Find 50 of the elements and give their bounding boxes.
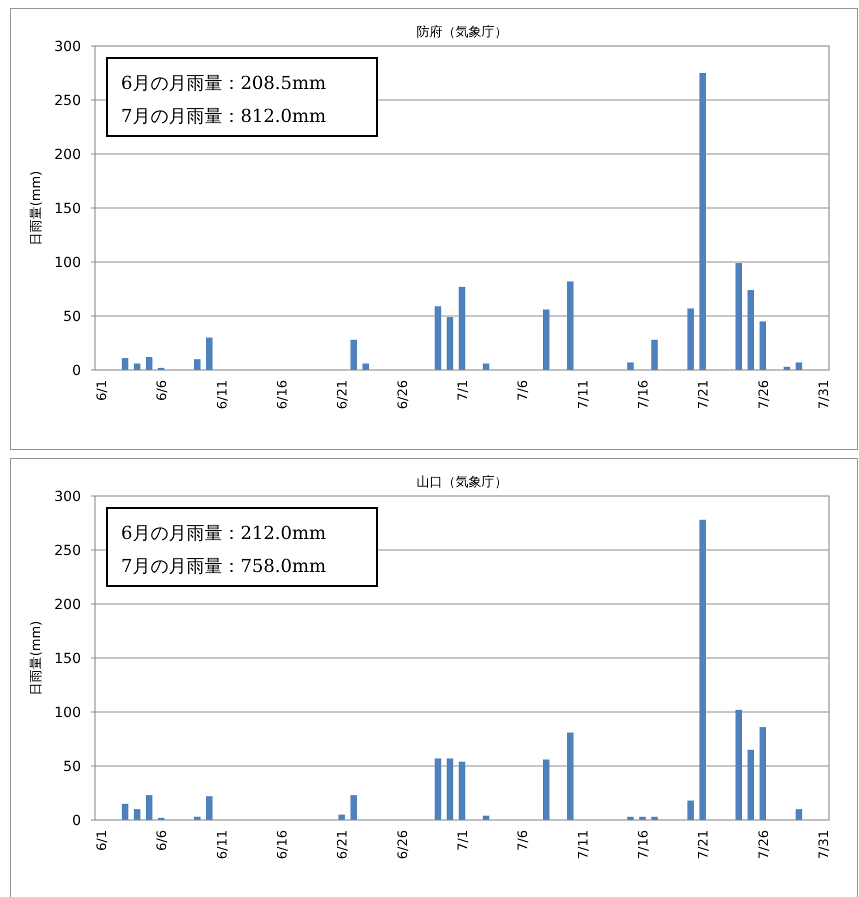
x-tick-label: 7/21 bbox=[696, 380, 712, 410]
x-tick-label: 6/6 bbox=[155, 830, 170, 851]
x-tick-label: 7/21 bbox=[696, 830, 712, 860]
x-tick-label: 6/16 bbox=[276, 380, 291, 410]
x-tick-label: 7/11 bbox=[576, 830, 592, 860]
y-tick-label: 250 bbox=[54, 543, 81, 559]
x-tick-label: 7/26 bbox=[756, 380, 772, 410]
x-tick-label: 6/26 bbox=[396, 380, 411, 410]
y-tick-label: 100 bbox=[54, 705, 81, 721]
annotation: 6月の月雨量：212.0mm bbox=[121, 523, 326, 544]
y-tick-label: 100 bbox=[54, 255, 81, 271]
annotation: 6月の月雨量：208.5mm bbox=[121, 73, 326, 94]
y-tick-label: 50 bbox=[63, 309, 81, 325]
annotation: 7月の月雨量：758.0mm bbox=[121, 556, 326, 577]
x-tick-label: 6/1 bbox=[95, 380, 110, 401]
x-tick-label: 6/26 bbox=[396, 830, 411, 860]
chart-title: 防府（気象庁） bbox=[416, 24, 508, 40]
x-tick-label: 6/11 bbox=[215, 380, 230, 410]
note-box: 6月の月雨量：212.0mm 7月の月雨量：758.0mm bbox=[106, 507, 378, 587]
y-tick-label: 0 bbox=[72, 813, 81, 829]
x-tick-label: 7/11 bbox=[576, 380, 592, 410]
y-axis-title: 日雨量(mm) bbox=[29, 170, 44, 246]
x-tick-label: 7/26 bbox=[756, 830, 772, 860]
x-tick-label: 7/31 bbox=[816, 380, 832, 410]
x-tick-label: 6/1 bbox=[95, 830, 110, 851]
x-tick-label: 6/21 bbox=[336, 380, 351, 410]
x-tick-label: 6/11 bbox=[215, 830, 230, 860]
y-tick-label: 150 bbox=[54, 651, 81, 667]
y-tick-label: 250 bbox=[54, 93, 81, 109]
annotation: 7月の月雨量：812.0mm bbox=[121, 106, 326, 127]
x-tick-label: 6/16 bbox=[276, 830, 291, 860]
y-tick-label: 150 bbox=[54, 201, 81, 217]
x-tick-label: 6/6 bbox=[155, 380, 170, 401]
x-tick-label: 7/16 bbox=[636, 380, 652, 410]
note-box: 6月の月雨量：208.5mm 7月の月雨量：812.0mm bbox=[106, 57, 378, 137]
x-tick-label: 7/1 bbox=[456, 830, 471, 851]
chart-title: 山口（気象庁） bbox=[416, 474, 508, 490]
y-tick-label: 200 bbox=[54, 597, 81, 613]
y-tick-label: 300 bbox=[54, 39, 81, 55]
y-tick-label: 200 bbox=[54, 147, 81, 163]
y-tick-label: 0 bbox=[72, 363, 81, 379]
x-tick-label: 7/6 bbox=[516, 830, 532, 851]
y-axis-title: 日雨量(mm) bbox=[29, 620, 44, 696]
x-tick-label: 7/1 bbox=[456, 380, 471, 401]
x-tick-label: 7/16 bbox=[636, 830, 652, 860]
y-tick-label: 50 bbox=[63, 759, 81, 775]
y-tick-label: 300 bbox=[54, 489, 81, 505]
x-tick-label: 7/6 bbox=[516, 380, 532, 401]
x-tick-label: 7/31 bbox=[816, 830, 832, 860]
x-tick-label: 6/21 bbox=[336, 830, 351, 860]
